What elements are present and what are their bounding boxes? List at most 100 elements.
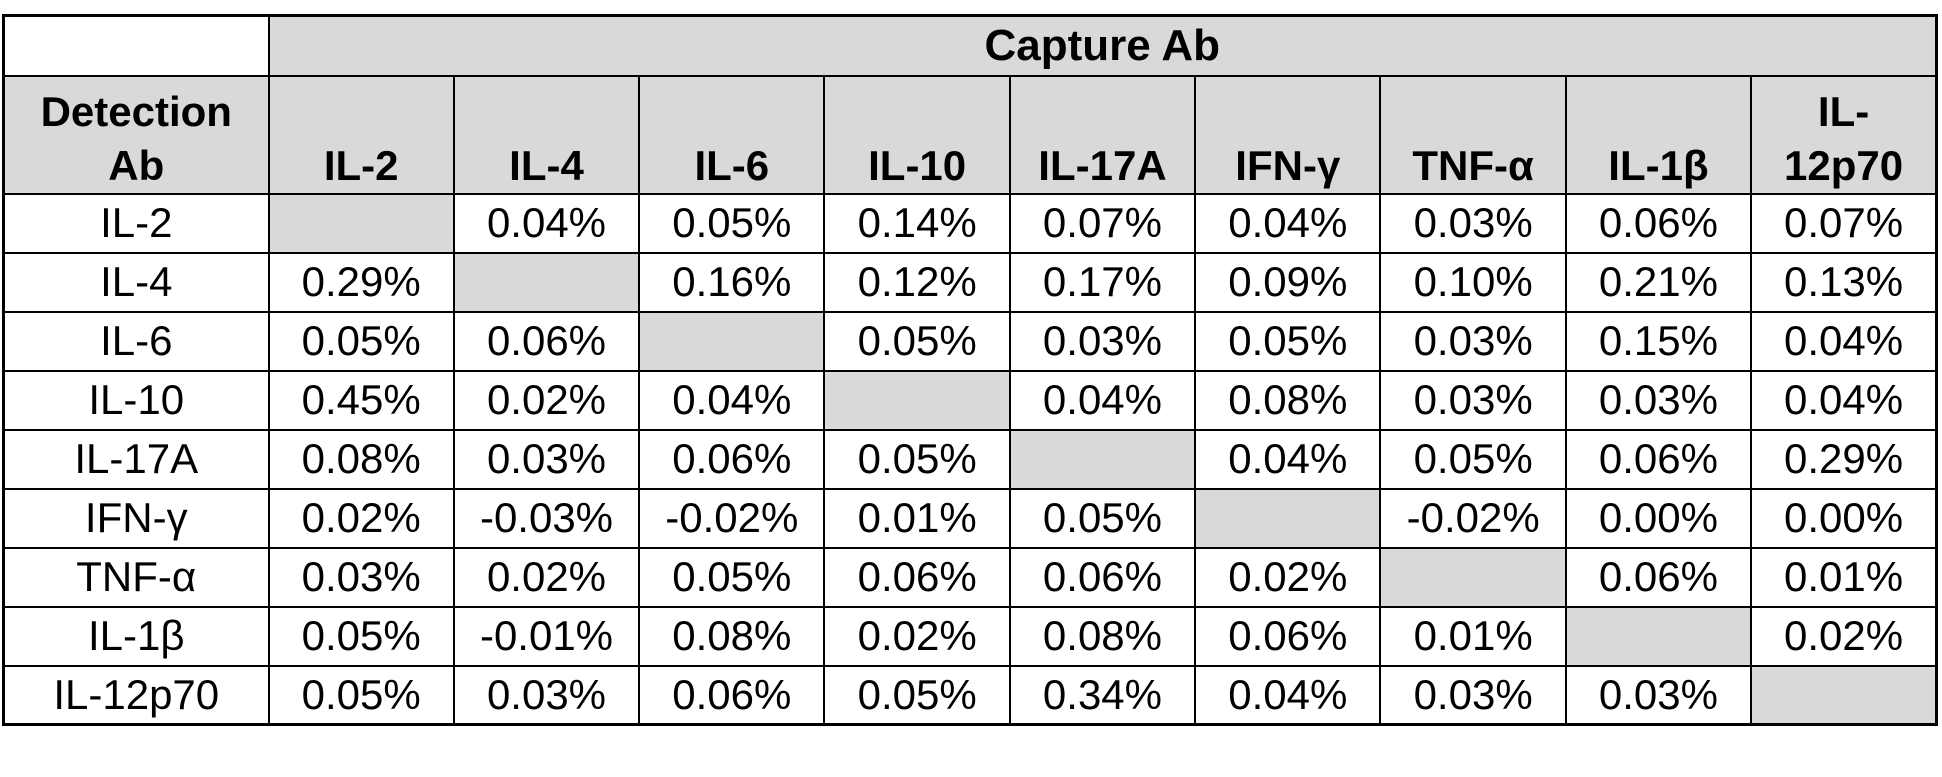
value-cell: 0.03% [267,546,455,608]
column-header-il-12p70: IL- 12p70 [1750,74,1938,195]
value-cell: 0.05% [1379,428,1567,490]
value-cell: 0.04% [1750,369,1938,431]
value-cell: 0.03% [1379,310,1567,372]
row-header-il-1β: IL-1β [2,605,270,667]
value-cell: 0.06% [1564,428,1753,490]
value-cell: 0.06% [638,428,826,490]
value-cell: 0.21% [1564,251,1753,313]
value-cell: 0.04% [638,369,826,431]
value-cell: 0.04% [452,192,641,254]
table-body: IL-2 0.04% 0.05% 0.14% 0.07% 0.04% 0.03% 0.06% 0… [2,192,1938,726]
diagonal-cell [638,310,826,372]
value-cell: 0.09% [1194,251,1382,313]
diagonal-cell [1750,664,1938,726]
value-cell: 0.05% [638,192,826,254]
value-cell: 0.13% [1750,251,1938,313]
diagonal-cell [452,251,641,313]
row-header-il-17a: IL-17A [2,428,270,490]
column-header-il-1β: IL-1β [1564,74,1753,195]
value-cell: 0.12% [823,251,1011,313]
value-cell: 0.02% [452,369,641,431]
value-cell: 0.04% [1194,428,1382,490]
table-row: IL-12p70 0.05% 0.03% 0.06% 0.05% 0.34% 0.04% 0.… [2,664,1938,726]
column-header-il-2: IL-2 [267,74,455,195]
value-cell: -0.01% [452,605,641,667]
value-cell: 0.29% [267,251,455,313]
value-cell: 0.10% [1379,251,1567,313]
value-cell: 0.02% [267,487,455,549]
value-cell: 0.01% [1750,546,1938,608]
value-cell: 0.04% [1750,310,1938,372]
table-row: IL-10 0.45% 0.02% 0.04% 0.04% 0.08% 0.03% 0.03%… [2,369,1938,431]
value-cell: 0.03% [452,428,641,490]
value-cell: 0.03% [1379,369,1567,431]
value-cell: 0.05% [267,605,455,667]
table-row: IL-6 0.05% 0.06% 0.05% 0.03% 0.05% 0.03% 0.15% 0… [2,310,1938,372]
value-cell: 0.07% [1008,192,1197,254]
value-cell: 0.14% [823,192,1011,254]
value-cell: -0.02% [638,487,826,549]
value-cell: 0.02% [823,605,1011,667]
value-cell: 0.03% [1379,192,1567,254]
value-cell: 0.05% [823,664,1011,726]
value-cell: -0.03% [452,487,641,549]
value-cell: 0.05% [823,310,1011,372]
column-header-il-10: IL-10 [823,74,1011,195]
table-row: IL-4 0.29% 0.16% 0.12% 0.17% 0.09% 0.10% 0.21% 0… [2,251,1938,313]
value-cell: 0.03% [1008,310,1197,372]
value-cell: 0.03% [452,664,641,726]
value-cell: 0.06% [452,310,641,372]
value-cell: 0.01% [1379,605,1567,667]
corner-cell [2,14,270,77]
value-cell: 0.05% [267,664,455,726]
capture-ab-row: Capture Ab [2,14,1938,77]
table-row: IFN-γ 0.02% -0.03% -0.02% 0.01% 0.05% -0.02% 0.… [2,487,1938,549]
cross-reactivity-table: Capture Ab Detection Ab IL-2 IL-4 IL-6 IL-1… [2,14,1938,726]
value-cell: 0.04% [1194,192,1382,254]
column-header-il-4: IL-4 [452,74,641,195]
value-cell: 0.29% [1750,428,1938,490]
value-cell: 0.08% [1194,369,1382,431]
value-cell: 0.05% [267,310,455,372]
row-header-il-10: IL-10 [2,369,270,431]
diagonal-cell [823,369,1011,431]
value-cell: 0.07% [1750,192,1938,254]
column-header-il-17a: IL-17A [1008,74,1197,195]
row-header-ifn-γ: IFN-γ [2,487,270,549]
capture-ab-header: Capture Ab [267,14,1938,77]
diagonal-cell [1194,487,1382,549]
value-cell: 0.05% [1008,487,1197,549]
value-cell: 0.34% [1008,664,1197,726]
value-cell: 0.08% [1008,605,1197,667]
column-header-tnf-α: TNF-α [1379,74,1567,195]
row-header-il-2: IL-2 [2,192,270,254]
value-cell: 0.15% [1564,310,1753,372]
table-row: IL-17A 0.08% 0.03% 0.06% 0.05% 0.04% 0.05% 0.06… [2,428,1938,490]
table-row: TNF-α 0.03% 0.02% 0.05% 0.06% 0.06% 0.02% 0.06%… [2,546,1938,608]
value-cell: 0.01% [823,487,1011,549]
value-cell: 0.08% [267,428,455,490]
column-header-row: Detection Ab IL-2 IL-4 IL-6 IL-10 IL-17A IFN-… [2,74,1938,195]
value-cell: 0.00% [1564,487,1753,549]
detection-ab-header: Detection Ab [2,74,270,195]
value-cell: 0.06% [823,546,1011,608]
diagonal-cell [1379,546,1567,608]
diagonal-cell [1564,605,1753,667]
diagonal-cell [1008,428,1197,490]
value-cell: 0.02% [1750,605,1938,667]
value-cell: 0.06% [1564,546,1753,608]
row-header-il-4: IL-4 [2,251,270,313]
column-header-il-6: IL-6 [638,74,826,195]
value-cell: 0.17% [1008,251,1197,313]
value-cell: 0.03% [1564,369,1753,431]
value-cell: 0.03% [1564,664,1753,726]
value-cell: 0.03% [1379,664,1567,726]
value-cell: 0.06% [1194,605,1382,667]
value-cell: 0.06% [638,664,826,726]
column-header-ifn-γ: IFN-γ [1194,74,1382,195]
table-header: Capture Ab Detection Ab IL-2 IL-4 IL-6 IL-1… [2,14,1938,195]
value-cell: -0.02% [1379,487,1567,549]
diagonal-cell [267,192,455,254]
table-row: IL-1β 0.05% -0.01% 0.08% 0.02% 0.08% 0.06% 0.01… [2,605,1938,667]
value-cell: 0.00% [1750,487,1938,549]
